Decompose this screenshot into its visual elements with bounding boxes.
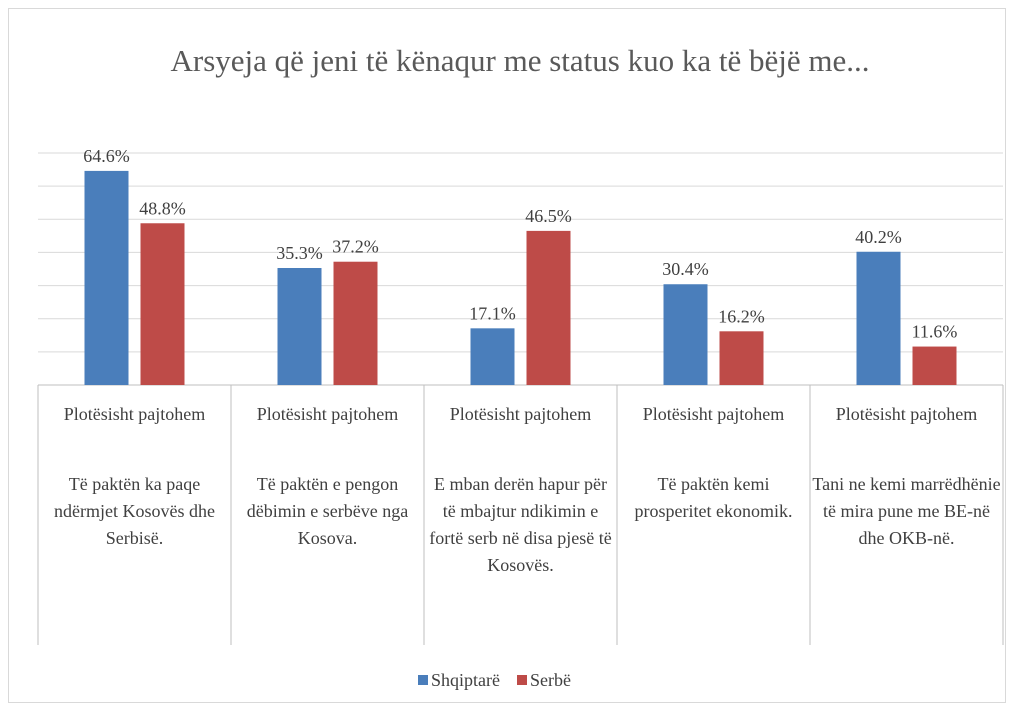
legend-label: Shqiptarë <box>431 670 500 690</box>
chart-title: Arsyeja që jeni të kënaqur me status kuo… <box>170 43 870 78</box>
x-tick-label: Tani ne kemi marrëdhënie të mira pune me… <box>812 474 1001 548</box>
x-tick-sublabel: Plotësisht pajtohem <box>642 404 785 424</box>
data-label: 40.2% <box>855 227 902 247</box>
bar <box>719 331 764 385</box>
bar <box>663 284 708 385</box>
x-tick-sublabel: Plotësisht pajtohem <box>449 404 592 424</box>
legend-swatch <box>517 675 527 685</box>
x-tick-sublabel: Plotësisht pajtohem <box>835 404 978 424</box>
x-tick-label: Të paktën e pengon dëbimin e serbëve nga… <box>246 474 409 548</box>
data-label: 37.2% <box>332 237 379 257</box>
x-tick-sublabel: Plotësisht pajtohem <box>256 404 399 424</box>
data-label: 30.4% <box>662 259 709 279</box>
x-tick-sublabel: Plotësisht pajtohem <box>63 404 206 424</box>
x-tick-label: Të paktën kemi prosperitet ekonomik. <box>634 474 793 521</box>
bar <box>84 170 129 385</box>
legend-label: Serbë <box>530 670 571 690</box>
bar <box>140 223 185 385</box>
data-label: 64.6% <box>83 146 130 166</box>
bar <box>470 328 515 385</box>
data-label: 46.5% <box>525 206 572 226</box>
data-label: 16.2% <box>718 306 765 326</box>
bar <box>526 230 571 385</box>
data-label: 48.8% <box>139 198 186 218</box>
data-label: 35.3% <box>276 243 323 263</box>
bar <box>277 268 322 385</box>
bar <box>912 346 957 385</box>
bar <box>333 261 378 385</box>
bar <box>856 251 901 385</box>
data-label: 11.6% <box>912 322 958 342</box>
x-tick-label: Të paktën ka paqe ndërmjet Kosovës dhe S… <box>54 474 215 548</box>
x-tick-label: E mban derën hapur për të mbajtur ndikim… <box>429 474 612 575</box>
data-label: 17.1% <box>469 303 516 323</box>
legend-swatch <box>418 675 428 685</box>
